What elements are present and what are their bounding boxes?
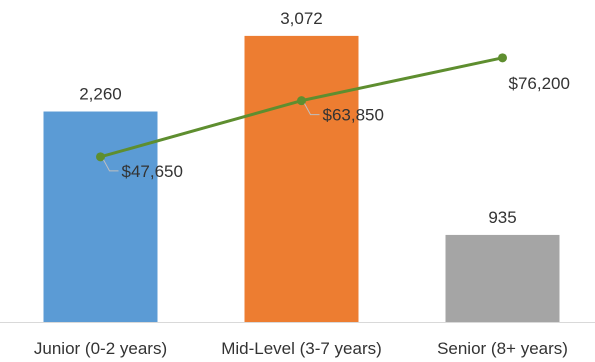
bar-value-label-2: 3,072 [280,9,323,28]
bar-value-label-3: 935 [488,208,516,227]
line-point-1 [96,152,105,162]
line-point-3 [498,53,507,63]
category-label-3: Senior (8+ years) [437,339,568,358]
category-labels-layer: Junior (0-2 years) Mid-Level (3-7 years) S… [34,339,568,358]
bar-3 [445,234,560,322]
line-labels-layer: $47,650 $63,850 $76,200 [103,74,570,181]
line-value-label-1: $47,650 [122,162,183,181]
line-layer [96,53,507,162]
bar-2 [244,35,359,322]
bar-value-label-1: 2,260 [79,85,122,104]
category-label-1: Junior (0-2 years) [34,339,167,358]
line-value-label-2: $63,850 [323,106,384,125]
line-label-leader-1 [103,159,119,172]
bar-labels-layer: 2,260 3,072 935 [79,9,516,227]
line-value-label-3: $76,200 [509,74,570,93]
line-point-2 [297,96,306,106]
bar-1 [43,111,158,322]
category-label-2: Mid-Level (3-7 years) [221,339,382,358]
line-label-leader-2 [304,103,320,116]
